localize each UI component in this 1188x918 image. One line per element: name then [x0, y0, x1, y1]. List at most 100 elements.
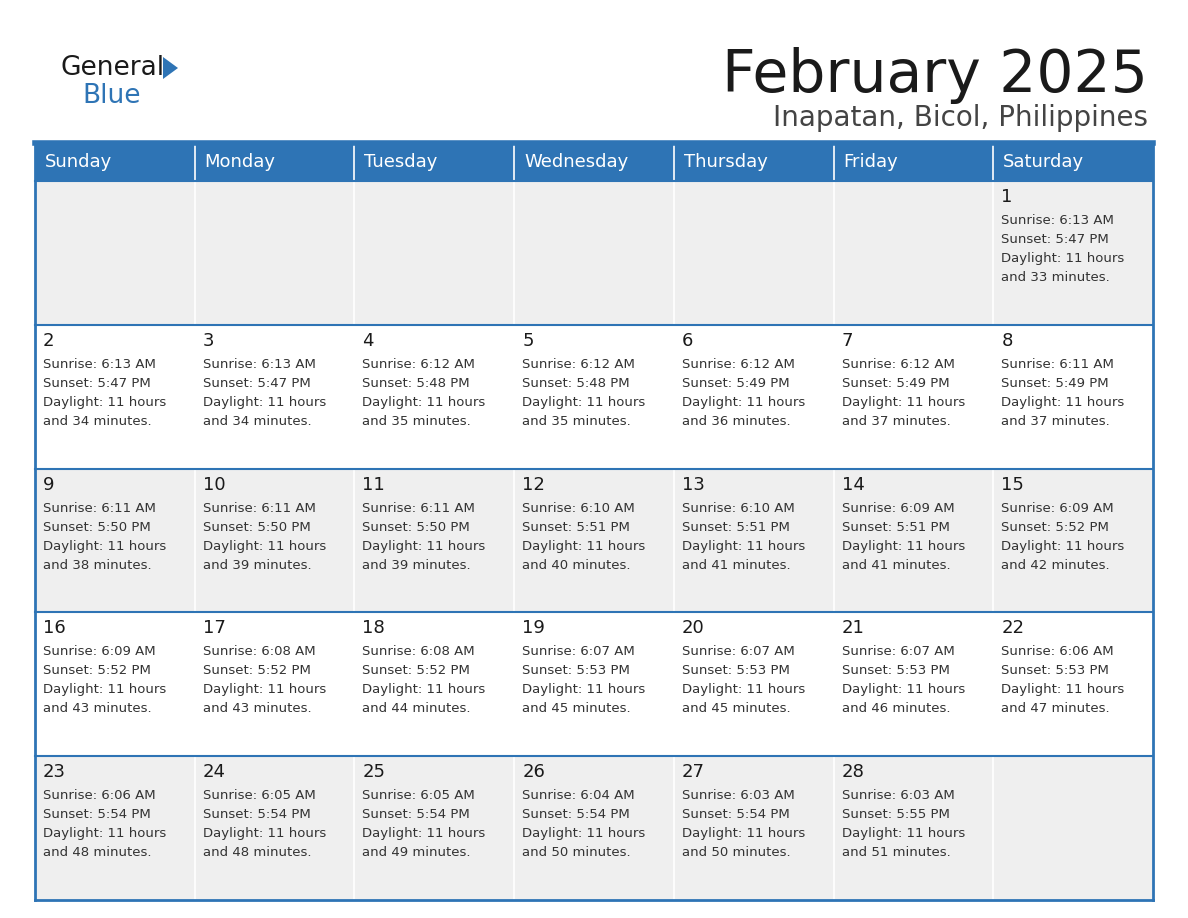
Text: Daylight: 11 hours: Daylight: 11 hours: [203, 827, 326, 840]
Text: Inapatan, Bicol, Philippines: Inapatan, Bicol, Philippines: [773, 104, 1148, 132]
FancyBboxPatch shape: [34, 756, 1154, 900]
Text: 9: 9: [43, 476, 55, 494]
Text: Daylight: 11 hours: Daylight: 11 hours: [362, 827, 486, 840]
Text: 21: 21: [841, 620, 865, 637]
Text: 17: 17: [203, 620, 226, 637]
Text: and 37 minutes.: and 37 minutes.: [1001, 415, 1110, 428]
Text: and 35 minutes.: and 35 minutes.: [362, 415, 472, 428]
Text: Blue: Blue: [82, 83, 140, 109]
Text: 1: 1: [1001, 188, 1012, 206]
Text: and 35 minutes.: and 35 minutes.: [523, 415, 631, 428]
Text: Monday: Monday: [204, 153, 276, 171]
FancyBboxPatch shape: [34, 181, 1154, 325]
Text: Daylight: 11 hours: Daylight: 11 hours: [1001, 396, 1125, 409]
Text: Sunrise: 6:11 AM: Sunrise: 6:11 AM: [203, 501, 316, 515]
Text: Sunrise: 6:13 AM: Sunrise: 6:13 AM: [203, 358, 316, 371]
Text: Sunrise: 6:12 AM: Sunrise: 6:12 AM: [523, 358, 636, 371]
Text: Tuesday: Tuesday: [365, 153, 438, 171]
Text: Sunrise: 6:11 AM: Sunrise: 6:11 AM: [1001, 358, 1114, 371]
Text: Daylight: 11 hours: Daylight: 11 hours: [841, 396, 965, 409]
Text: Daylight: 11 hours: Daylight: 11 hours: [523, 396, 645, 409]
FancyBboxPatch shape: [34, 612, 1154, 756]
Text: Sunset: 5:54 PM: Sunset: 5:54 PM: [362, 808, 470, 822]
Text: Sunrise: 6:03 AM: Sunrise: 6:03 AM: [841, 789, 954, 802]
Text: and 41 minutes.: and 41 minutes.: [682, 558, 790, 572]
Text: Daylight: 11 hours: Daylight: 11 hours: [841, 540, 965, 553]
Text: Daylight: 11 hours: Daylight: 11 hours: [682, 396, 805, 409]
FancyBboxPatch shape: [34, 325, 1154, 468]
Text: Sunset: 5:50 PM: Sunset: 5:50 PM: [43, 521, 151, 533]
Text: 14: 14: [841, 476, 865, 494]
Text: and 50 minutes.: and 50 minutes.: [682, 846, 790, 859]
Text: Sunrise: 6:09 AM: Sunrise: 6:09 AM: [43, 645, 156, 658]
Text: Sunrise: 6:10 AM: Sunrise: 6:10 AM: [682, 501, 795, 515]
Text: Sunset: 5:52 PM: Sunset: 5:52 PM: [43, 665, 151, 677]
Text: Sunrise: 6:06 AM: Sunrise: 6:06 AM: [43, 789, 156, 802]
Text: and 39 minutes.: and 39 minutes.: [203, 558, 311, 572]
Text: Daylight: 11 hours: Daylight: 11 hours: [1001, 540, 1125, 553]
Text: 12: 12: [523, 476, 545, 494]
Text: Sunrise: 6:11 AM: Sunrise: 6:11 AM: [43, 501, 156, 515]
Text: Daylight: 11 hours: Daylight: 11 hours: [203, 396, 326, 409]
Text: February 2025: February 2025: [722, 47, 1148, 104]
Text: 5: 5: [523, 331, 533, 350]
Text: and 43 minutes.: and 43 minutes.: [203, 702, 311, 715]
Text: Sunrise: 6:09 AM: Sunrise: 6:09 AM: [1001, 501, 1114, 515]
Text: Sunset: 5:48 PM: Sunset: 5:48 PM: [362, 376, 470, 390]
Text: Daylight: 11 hours: Daylight: 11 hours: [682, 827, 805, 840]
Text: Sunrise: 6:03 AM: Sunrise: 6:03 AM: [682, 789, 795, 802]
Text: 18: 18: [362, 620, 385, 637]
Text: Sunset: 5:51 PM: Sunset: 5:51 PM: [523, 521, 630, 533]
Text: Sunset: 5:53 PM: Sunset: 5:53 PM: [682, 665, 790, 677]
Text: Daylight: 11 hours: Daylight: 11 hours: [43, 396, 166, 409]
Text: Sunrise: 6:05 AM: Sunrise: 6:05 AM: [203, 789, 316, 802]
Text: Sunset: 5:53 PM: Sunset: 5:53 PM: [1001, 665, 1110, 677]
Text: Sunset: 5:47 PM: Sunset: 5:47 PM: [1001, 233, 1110, 246]
Text: and 49 minutes.: and 49 minutes.: [362, 846, 470, 859]
Text: and 33 minutes.: and 33 minutes.: [1001, 271, 1110, 284]
Text: Daylight: 11 hours: Daylight: 11 hours: [43, 827, 166, 840]
Text: Sunset: 5:53 PM: Sunset: 5:53 PM: [841, 665, 949, 677]
Text: Daylight: 11 hours: Daylight: 11 hours: [362, 540, 486, 553]
Text: 27: 27: [682, 763, 704, 781]
Text: 10: 10: [203, 476, 226, 494]
Text: and 34 minutes.: and 34 minutes.: [43, 415, 152, 428]
Text: Sunset: 5:49 PM: Sunset: 5:49 PM: [841, 376, 949, 390]
Text: Sunset: 5:54 PM: Sunset: 5:54 PM: [203, 808, 310, 822]
Text: Daylight: 11 hours: Daylight: 11 hours: [682, 540, 805, 553]
Text: Sunset: 5:52 PM: Sunset: 5:52 PM: [203, 665, 310, 677]
Text: and 40 minutes.: and 40 minutes.: [523, 558, 631, 572]
Text: 8: 8: [1001, 331, 1012, 350]
Text: 22: 22: [1001, 620, 1024, 637]
Text: Sunrise: 6:10 AM: Sunrise: 6:10 AM: [523, 501, 634, 515]
Text: Daylight: 11 hours: Daylight: 11 hours: [841, 827, 965, 840]
Text: and 46 minutes.: and 46 minutes.: [841, 702, 950, 715]
Text: 25: 25: [362, 763, 385, 781]
Text: and 38 minutes.: and 38 minutes.: [43, 558, 152, 572]
Text: Daylight: 11 hours: Daylight: 11 hours: [523, 827, 645, 840]
Text: Saturday: Saturday: [1004, 153, 1085, 171]
Text: Sunrise: 6:11 AM: Sunrise: 6:11 AM: [362, 501, 475, 515]
Text: and 41 minutes.: and 41 minutes.: [841, 558, 950, 572]
Text: Sunset: 5:51 PM: Sunset: 5:51 PM: [682, 521, 790, 533]
Text: and 42 minutes.: and 42 minutes.: [1001, 558, 1110, 572]
Text: and 36 minutes.: and 36 minutes.: [682, 415, 790, 428]
Text: Sunrise: 6:09 AM: Sunrise: 6:09 AM: [841, 501, 954, 515]
Text: and 44 minutes.: and 44 minutes.: [362, 702, 470, 715]
Text: Sunrise: 6:13 AM: Sunrise: 6:13 AM: [1001, 214, 1114, 227]
Text: and 34 minutes.: and 34 minutes.: [203, 415, 311, 428]
Text: Sunset: 5:51 PM: Sunset: 5:51 PM: [841, 521, 949, 533]
Text: Daylight: 11 hours: Daylight: 11 hours: [841, 683, 965, 697]
Text: and 50 minutes.: and 50 minutes.: [523, 846, 631, 859]
Text: 15: 15: [1001, 476, 1024, 494]
Text: Daylight: 11 hours: Daylight: 11 hours: [43, 540, 166, 553]
Text: 4: 4: [362, 331, 374, 350]
Text: Sunrise: 6:12 AM: Sunrise: 6:12 AM: [682, 358, 795, 371]
Text: Sunrise: 6:07 AM: Sunrise: 6:07 AM: [682, 645, 795, 658]
Text: 13: 13: [682, 476, 704, 494]
Text: Sunset: 5:50 PM: Sunset: 5:50 PM: [203, 521, 310, 533]
Text: Sunrise: 6:05 AM: Sunrise: 6:05 AM: [362, 789, 475, 802]
Text: 3: 3: [203, 331, 214, 350]
Text: Daylight: 11 hours: Daylight: 11 hours: [203, 683, 326, 697]
Text: 28: 28: [841, 763, 865, 781]
